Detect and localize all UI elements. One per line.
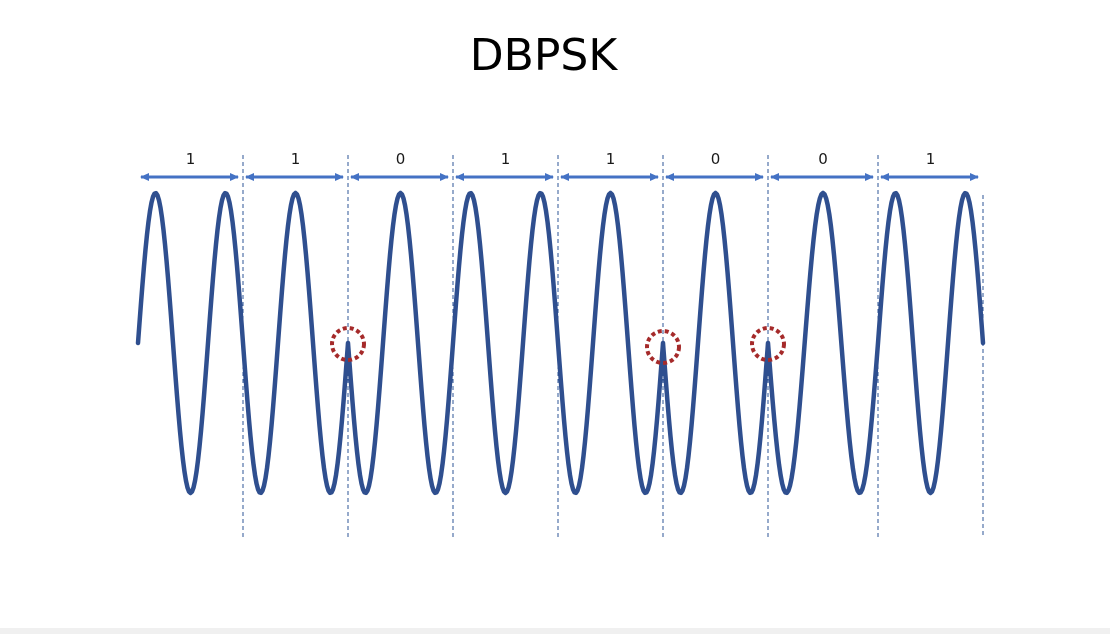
bit-label: 1 bbox=[501, 150, 511, 168]
symbol-dividers bbox=[242, 155, 984, 538]
phase-change-marker bbox=[330, 326, 366, 362]
bit-label: 1 bbox=[926, 150, 936, 168]
phase-change-marker bbox=[750, 326, 786, 362]
bit-label: 1 bbox=[606, 150, 616, 168]
diagram-title: DBPSK bbox=[469, 30, 618, 81]
phase-change-marker bbox=[645, 329, 681, 365]
bit-label: 0 bbox=[396, 150, 406, 168]
phase-change-markers bbox=[330, 326, 786, 365]
bit-label: 1 bbox=[291, 150, 301, 168]
bottom-strip bbox=[0, 628, 1110, 634]
bit-label: 0 bbox=[711, 150, 721, 168]
bit-labels: 1 1 0 1 1 0 0 1 bbox=[186, 150, 936, 168]
bit-label: 1 bbox=[186, 150, 196, 168]
dbpsk-waveform bbox=[135, 190, 986, 496]
bit-label: 0 bbox=[818, 150, 828, 168]
